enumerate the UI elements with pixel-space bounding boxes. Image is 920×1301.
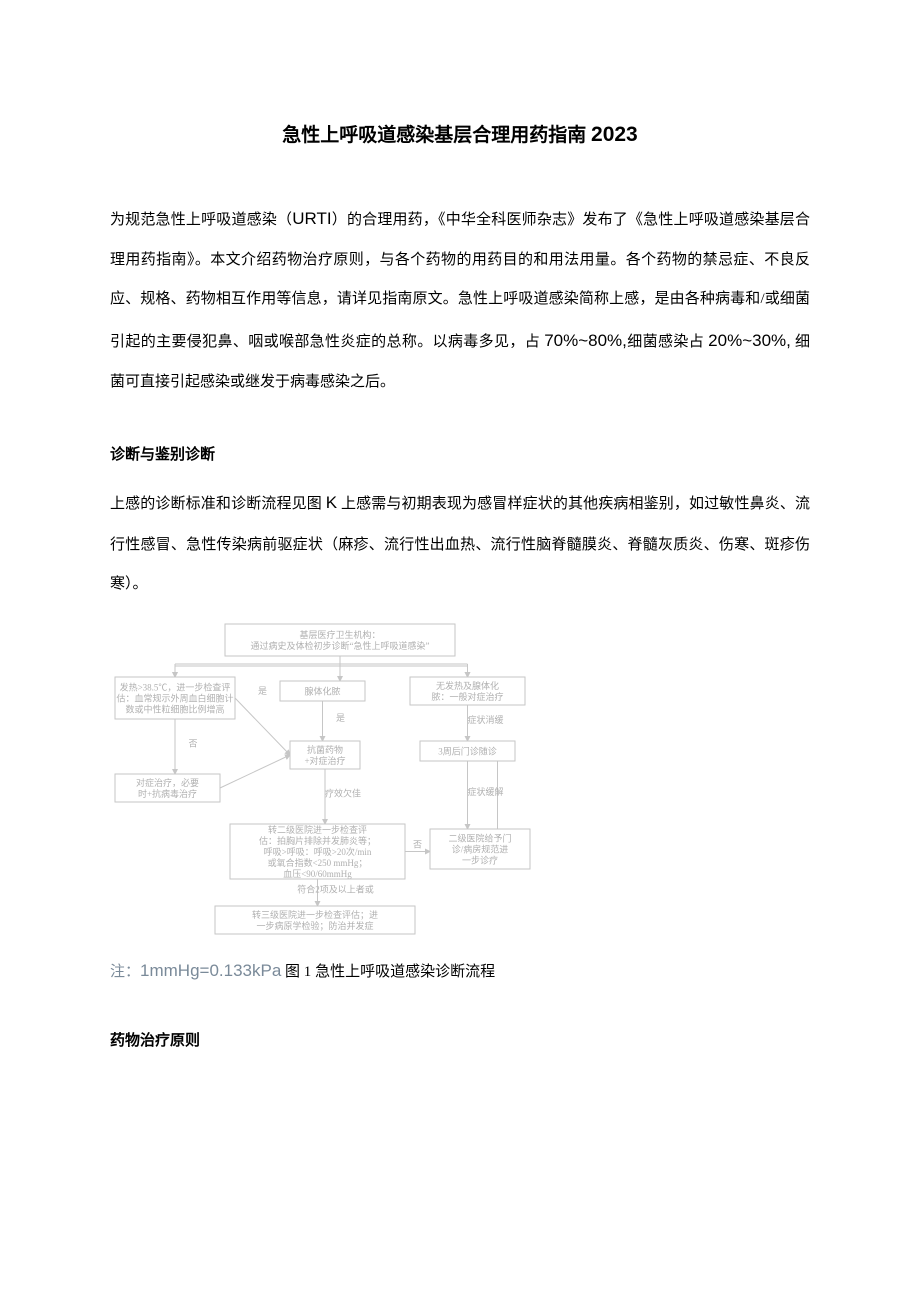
intro-pct2: 20%~30%, xyxy=(708,331,791,350)
flowchart-svg: 基层医疗卫生机构：通过病史及体检初步诊断“急性上呼吸道感染” 发热>38.5℃，进… xyxy=(110,619,540,939)
svg-text:疗效欠佳: 疗效欠佳 xyxy=(325,787,361,798)
svg-text:是: 是 xyxy=(258,686,267,696)
svg-text:呼吸>呼吸：呼吸>20次/min: 呼吸>呼吸：呼吸>20次/min xyxy=(264,846,372,857)
caption-note-prefix: 注： xyxy=(110,964,140,980)
svg-text:二级医院给予门: 二级医院给予门 xyxy=(448,832,511,843)
diag-seg: 上感的诊断标准和诊断流程见图 xyxy=(110,496,326,512)
caption-fig-title: 急性上呼吸道感染诊断流程 xyxy=(315,964,495,980)
svg-text:症状消缓: 症状消缓 xyxy=(467,714,503,725)
svg-text:发热>38.5℃，进一步检查评: 发热>38.5℃，进一步检查评 xyxy=(120,681,231,692)
title-text: 急性上呼吸道感染基层合理用药指南 xyxy=(282,125,586,146)
svg-text:3周后门诊随诊: 3周后门诊随诊 xyxy=(438,745,497,756)
svg-text:通过病史及体检初步诊断“急性上呼吸道感染”: 通过病史及体检初步诊断“急性上呼吸道感染” xyxy=(251,640,430,651)
diagnosis-paragraph: 上感的诊断标准和诊断流程见图 K 上感需与初期表现为感冒样症状的其他疾病相鉴别，… xyxy=(110,481,810,603)
intro-pct1: 70%~80%, xyxy=(544,331,627,350)
svg-text:估：拍胸片排除并发肺炎等；: 估：拍胸片排除并发肺炎等； xyxy=(259,835,376,846)
intro-seg: ）的合理用药，《中华全科医师杂志》发布了《急性上呼吸道感染基层合理用药指南》。本… xyxy=(110,212,810,350)
document-page: 急性上呼吸道感染基层合理用药指南 2023 为规范急性上呼吸道感染（URTI）的… xyxy=(0,0,920,1127)
svg-text:血压<90/60mmHg: 血压<90/60mmHg xyxy=(283,868,352,879)
caption-conversion: 1mmHg=0.133kPa xyxy=(140,961,281,980)
svg-text:症状缓解: 症状缓解 xyxy=(467,786,503,797)
title-year: 2023 xyxy=(591,123,638,146)
svg-text:数或中性粒细胞比例增高: 数或中性粒细胞比例增高 xyxy=(125,703,224,714)
diagnosis-heading: 诊断与鉴别诊断 xyxy=(110,437,810,473)
svg-text:是: 是 xyxy=(336,713,345,723)
diag-k: K xyxy=(326,493,337,512)
figure-caption: 注：1mmHg=0.133kPa 图 1 急性上呼吸道感染诊断流程 xyxy=(110,954,810,988)
svg-text:脓：一般对症治疗: 脓：一般对症治疗 xyxy=(431,691,503,702)
svg-text:+对症治疗: +对症治疗 xyxy=(304,755,345,766)
svg-text:腺体化脓: 腺体化脓 xyxy=(304,685,340,696)
svg-text:估：血常规示外周血白细胞计: 估：血常规示外周血白细胞计 xyxy=(116,692,233,703)
svg-text:或氧合指数<250 mmHg；: 或氧合指数<250 mmHg； xyxy=(268,857,368,868)
svg-text:否: 否 xyxy=(188,738,197,748)
caption-fig-label: 图 1 xyxy=(281,964,315,980)
svg-text:转二级医院进一步检查评: 转二级医院进一步检查评 xyxy=(268,824,367,835)
intro-seg: 为规范急性上呼吸道感染（ xyxy=(110,212,292,228)
svg-text:转三级医院进一步检查评估；进: 转三级医院进一步检查评估；进 xyxy=(252,909,378,920)
svg-text:一步病原学检验；防治并发症: 一步病原学检验；防治并发症 xyxy=(256,920,373,931)
svg-text:无发热及腺体化: 无发热及腺体化 xyxy=(436,680,499,691)
svg-text:一步诊疗: 一步诊疗 xyxy=(462,854,498,865)
svg-text:诊/病房规范进: 诊/病房规范进 xyxy=(452,843,509,854)
intro-urti: URTI xyxy=(292,209,331,228)
svg-text:时+抗病毒治疗: 时+抗病毒治疗 xyxy=(138,788,197,799)
svg-text:对症治疗，必要: 对症治疗，必要 xyxy=(136,777,199,788)
svg-text:基层医疗卫生机构：: 基层医疗卫生机构： xyxy=(299,629,380,640)
principle-heading: 药物治疗原则 xyxy=(110,1023,810,1059)
intro-seg: 细菌感染占 xyxy=(627,334,708,350)
page-title: 急性上呼吸道感染基层合理用药指南 2023 xyxy=(110,120,810,147)
svg-text:抗菌药物: 抗菌药物 xyxy=(307,744,343,755)
svg-text:符合2项及以上者或: 符合2项及以上者或 xyxy=(297,883,374,894)
svg-text:否: 否 xyxy=(413,839,422,849)
flowchart-figure: 基层医疗卫生机构：通过病史及体检初步诊断“急性上呼吸道感染” 发热>38.5℃，进… xyxy=(110,619,540,944)
intro-paragraph: 为规范急性上呼吸道感染（URTI）的合理用药，《中华全科医师杂志》发布了《急性上… xyxy=(110,197,810,402)
